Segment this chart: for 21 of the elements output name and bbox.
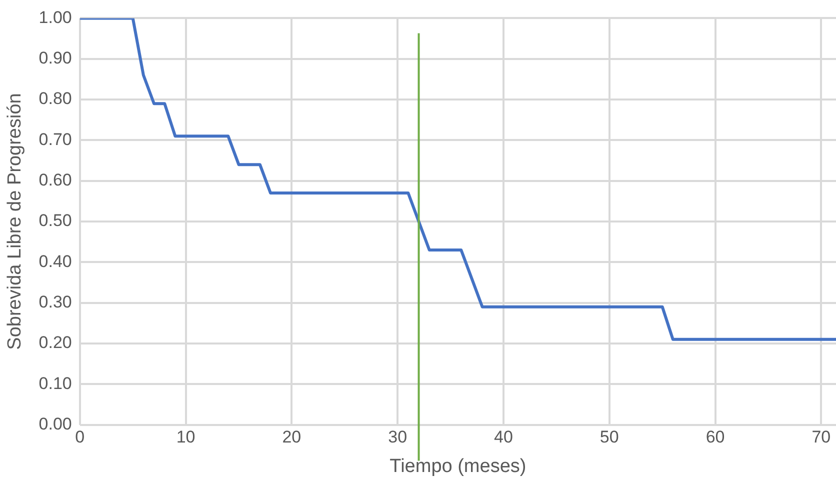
- x-tick-label: 20: [282, 428, 302, 447]
- x-axis-title: Tiempo (meses): [390, 456, 526, 477]
- x-tick-label: 70: [812, 428, 831, 447]
- x-tick-label: 10: [176, 428, 196, 447]
- y-tick-label: 0.00: [38, 414, 72, 434]
- y-axis-title: Sobrevida Libre de Progresión: [4, 93, 26, 350]
- y-tick-label: 1.00: [38, 8, 72, 27]
- x-tick-label: 60: [706, 428, 725, 447]
- y-tick-label: 0.60: [38, 170, 72, 190]
- y-tick-label: 0.10: [38, 374, 72, 393]
- y-tick-label: 0.40: [38, 252, 72, 271]
- x-tick-label: 0: [75, 428, 85, 447]
- y-tick-label: 0.50: [38, 211, 72, 230]
- y-tick-label: 0.80: [38, 89, 72, 108]
- x-tick-label: 30: [388, 428, 408, 447]
- y-tick-label: 0.30: [38, 292, 72, 312]
- y-tick-label: 0.20: [38, 333, 72, 352]
- y-tick-label: 0.70: [38, 130, 72, 149]
- y-tick-label: 0.90: [38, 48, 72, 68]
- x-tick-label: 50: [600, 428, 619, 447]
- x-tick-label: 40: [494, 428, 513, 447]
